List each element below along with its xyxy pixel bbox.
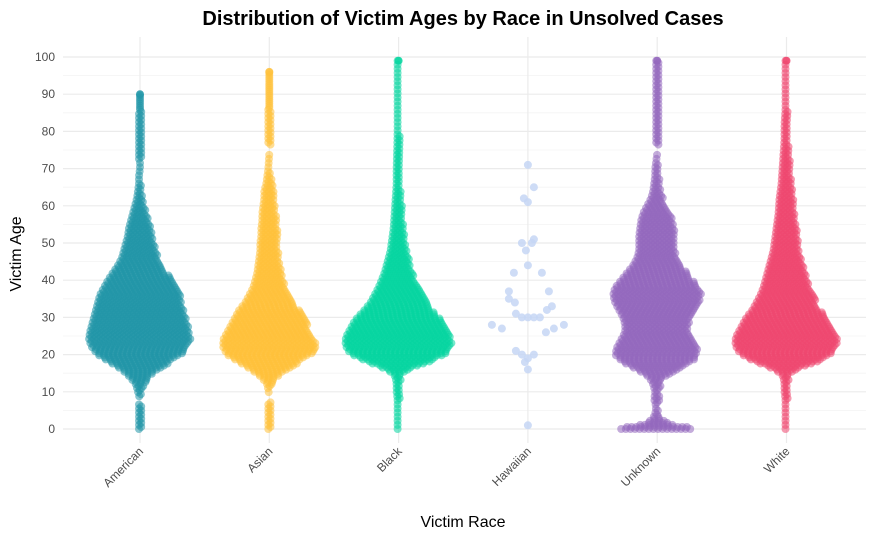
data-point [266, 398, 275, 407]
data-point [504, 287, 513, 296]
data-point [537, 268, 546, 277]
data-point [523, 160, 532, 169]
data-point [517, 239, 526, 247]
data-point [535, 313, 544, 322]
data-point [559, 320, 568, 329]
series-american [85, 90, 195, 433]
data-point [653, 56, 662, 65]
data-point [529, 183, 538, 192]
data-point [523, 198, 532, 207]
grid [63, 37, 866, 443]
data-point [542, 305, 551, 314]
data-point [682, 422, 691, 431]
data-point [265, 150, 274, 159]
series-black [341, 56, 456, 433]
data-point [653, 150, 662, 159]
data-point [549, 324, 558, 333]
data-point [510, 298, 519, 307]
data-point [523, 421, 532, 430]
data-point [523, 365, 532, 374]
chart-marks [85, 56, 841, 433]
data-point [265, 67, 274, 76]
data-point [520, 358, 529, 367]
data-point [521, 246, 530, 255]
data-point [509, 268, 518, 277]
data-point [523, 261, 532, 270]
data-point [136, 90, 144, 99]
data-point [541, 328, 550, 337]
data-point [497, 324, 506, 333]
data-point [487, 320, 496, 329]
data-point [544, 287, 553, 296]
data-point [394, 56, 403, 65]
series-asian [219, 67, 320, 433]
data-point [527, 239, 536, 247]
data-point [135, 400, 143, 409]
